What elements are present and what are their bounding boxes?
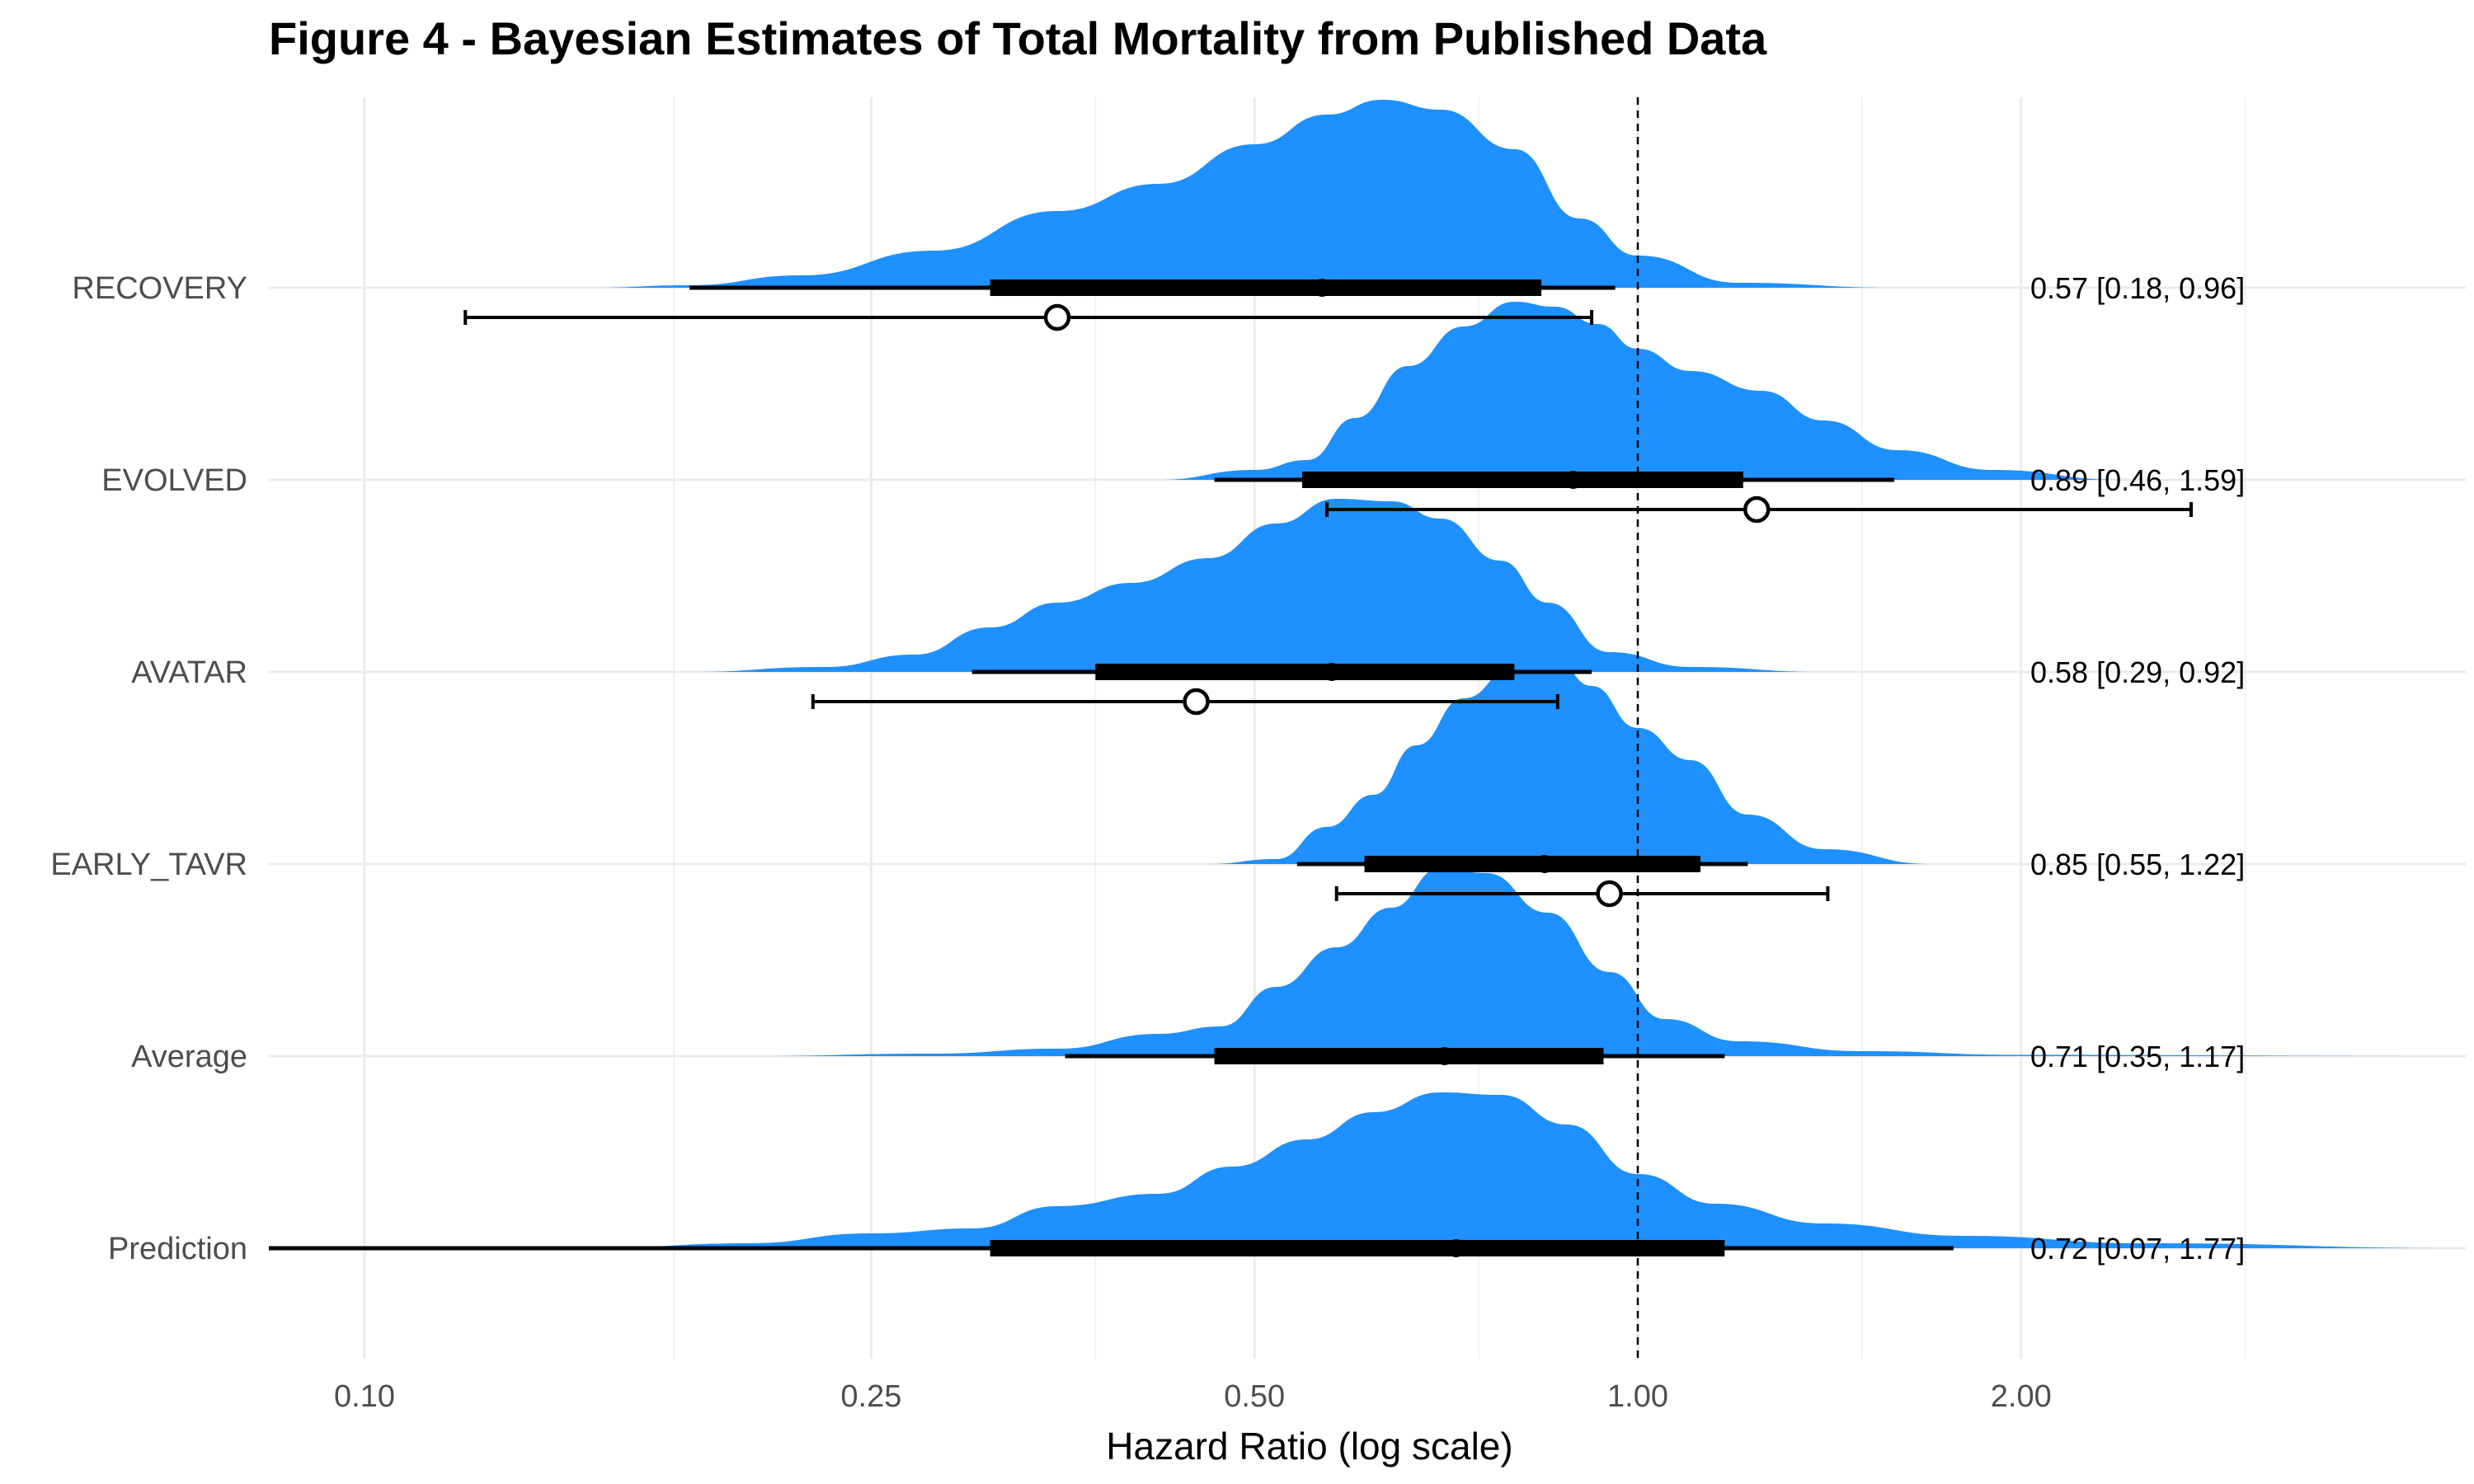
row-label-average: Average	[131, 1040, 247, 1074]
density-avatar	[689, 499, 1824, 672]
observed-point-avatar	[1183, 688, 1210, 716]
x-tick-label: 0.25	[840, 1379, 901, 1414]
summary-label-average: 0.71 [0.35, 1.17]	[2030, 1040, 2245, 1073]
row-label-evolved: EVOLVED	[101, 463, 247, 498]
median-point-average	[1435, 1047, 1454, 1065]
median-point-avatar	[1322, 663, 1341, 681]
x-tick-label: 0.10	[334, 1379, 395, 1414]
interval-layer	[269, 279, 2193, 1257]
observed-point-recovery	[1043, 303, 1071, 331]
density-early-tavr	[1208, 659, 1931, 864]
x-axis-title: Hazard Ratio (log scale)	[1106, 1425, 1512, 1468]
median-point-recovery	[1313, 279, 1332, 297]
density-average	[747, 868, 2466, 1056]
median-point-prediction	[1446, 1239, 1465, 1257]
observed-point-evolved	[1743, 495, 1771, 524]
median-point-evolved	[1564, 471, 1583, 489]
chart-title: Figure 4 - Bayesian Estimates of Total M…	[269, 12, 1767, 64]
summary-label-recovery: 0.57 [0.18, 0.96]	[2030, 271, 2245, 305]
row-label-avatar: AVATAR	[131, 655, 247, 690]
density-evolved	[1158, 302, 2122, 480]
x-tick-label: 1.00	[1607, 1379, 1668, 1414]
density-recovery	[588, 100, 1898, 288]
observed-point-early-tavr	[1596, 880, 1623, 908]
row-label-prediction: Prediction	[108, 1232, 247, 1266]
median-point-early-tavr	[1536, 855, 1554, 873]
summary-label-prediction: 0.72 [0.07, 1.77]	[2030, 1232, 2245, 1266]
row-label-recovery: RECOVERY	[72, 271, 247, 306]
summary-label-early-tavr: 0.85 [0.55, 1.22]	[2030, 848, 2245, 881]
summary-label-avatar: 0.58 [0.29, 0.92]	[2030, 655, 2245, 689]
x-tick-label: 2.00	[1991, 1379, 2052, 1414]
density-prediction	[588, 1092, 2467, 1248]
density-layer	[588, 100, 2467, 1248]
summary-label-evolved: 0.89 [0.46, 1.59]	[2030, 463, 2245, 497]
row-label-early-tavr: EARLY_TAVR	[50, 848, 247, 882]
label-layer: 0.10 0.25 0.50 1.00 2.00 RECOVERY 0.57 [0.18, …	[50, 271, 2245, 1414]
x-tick-label: 0.50	[1224, 1379, 1285, 1414]
